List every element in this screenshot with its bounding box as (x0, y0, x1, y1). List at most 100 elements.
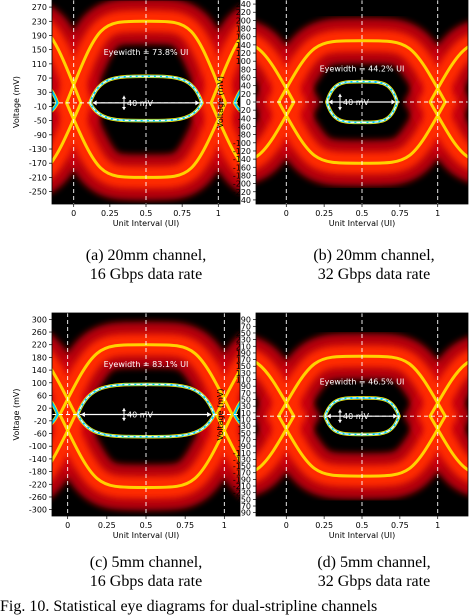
y-tick-label: -20 (238, 106, 251, 115)
y-tick-label: -120 (233, 147, 251, 156)
y-axis-label: Voltage (mV) (12, 76, 21, 128)
y-tick-label: -50 (34, 117, 47, 126)
y-tick-label: 150 (236, 362, 251, 371)
y-tick-label: 140 (32, 366, 47, 375)
eye-height-arrow-heads (122, 408, 126, 421)
eye-opening (52, 88, 60, 113)
y-tick-label: 160 (236, 33, 251, 42)
y-tick-label: 30 (37, 88, 47, 97)
arrow-head-left (328, 99, 333, 105)
caption-d: (d) 5mm channel, 32 Gbps data rate (284, 553, 464, 591)
eye-height-label: 40 mV (343, 98, 370, 107)
y-tick-label: -220 (29, 480, 47, 489)
y-tick-label: 100 (32, 379, 47, 388)
y-tick-label: 180 (236, 25, 251, 34)
y-tick-label: 270 (236, 322, 251, 331)
y-tick-label: -170 (29, 159, 47, 168)
eye-opening (52, 399, 60, 426)
y-tick-label: -80 (238, 131, 251, 140)
eye-height-label: 40 mV (127, 411, 154, 420)
arrow-head-right (195, 100, 200, 106)
x-tick-label: 0.5 (356, 521, 369, 530)
y-tick-label: -230 (233, 489, 251, 498)
y-tick-label: -190 (233, 475, 251, 484)
y-tick-label: -220 (233, 188, 251, 197)
y-tick-label: -10 (34, 102, 47, 111)
x-tick-label: 0.5 (356, 209, 369, 218)
x-tick-label: 0.25 (315, 209, 333, 218)
y-tick-label: -140 (233, 155, 251, 164)
x-tick-label: 0.25 (315, 521, 333, 530)
x-tick-label: 1 (435, 209, 440, 218)
arrow-head-right (207, 412, 212, 417)
y-tick-label: 90 (241, 382, 251, 391)
x-tick-label: 0 (71, 209, 76, 218)
y-tick-label: -60 (238, 122, 251, 131)
y-tick-label: 190 (32, 31, 47, 40)
y-tick-label: -210 (29, 173, 47, 182)
eyewidth-label: Eyewidth = 44.2% UI (320, 64, 405, 73)
eye-height-arrow-heads (122, 95, 126, 110)
y-tick-label: 180 (32, 353, 47, 362)
y-tick-label: 60 (37, 391, 47, 400)
x-tick-label: 1 (222, 521, 227, 530)
y-tick-label: -270 (233, 502, 251, 511)
caption-a-line2: 16 Gbps data rate (89, 266, 203, 283)
y-tick-label: 170 (236, 356, 251, 365)
arrow-head-left (92, 100, 97, 106)
y-tick-label: -40 (238, 114, 251, 123)
y-tick-label: -180 (233, 171, 251, 180)
eye-panel-c: 40 mV Eyewidth = 83.1% UI 300 260 220 180 140 1… (12, 312, 241, 540)
caption-c-line2: 16 Gbps data rate (89, 573, 203, 590)
y-tick-label: 110 (236, 376, 251, 385)
y-tick-label: 260 (32, 328, 47, 337)
y-tick-label: 20 (241, 90, 251, 99)
x-axis-label: Unit Interval (UI) (113, 219, 179, 228)
y-tick-label: -100 (233, 139, 251, 148)
y-tick-label: 130 (236, 369, 251, 378)
y-tick-label: 10 (241, 409, 251, 418)
x-tick-label: 0 (284, 209, 289, 218)
caption-c: (c) 5mm channel, 16 Gbps data rate (56, 553, 236, 591)
caption-d-line1: (d) 5mm channel, (317, 554, 431, 571)
y-tick-label: -130 (233, 455, 251, 464)
y-tick-label: 300 (32, 315, 47, 324)
y-tick-label: 270 (32, 3, 47, 12)
y-tick-label: -250 (29, 188, 47, 197)
y-tick-label: -200 (233, 180, 251, 189)
caption-a-line1: (a) 20mm channel, (85, 247, 207, 264)
arrow-head-left (80, 412, 85, 417)
y-tick-label: -250 (233, 495, 251, 504)
y-tick-label: -130 (29, 145, 47, 154)
y-tick-label: 0 (246, 98, 251, 107)
y-tick-label: -150 (233, 462, 251, 471)
arrow-head-right (391, 99, 396, 105)
y-tick-label: -260 (29, 493, 47, 502)
y-tick-label: -140 (29, 455, 47, 464)
eyewidth-label: Eyewidth = 46.5% UI (320, 378, 405, 387)
eye-opening-edge (52, 401, 59, 425)
y-tick-label: -30 (238, 422, 251, 431)
eye-trace-edge (58, 343, 234, 489)
x-tick-label: 0.75 (173, 209, 191, 218)
y-tick-label: -50 (238, 429, 251, 438)
x-tick-label: 1 (216, 209, 221, 218)
y-tick-label: -100 (29, 442, 47, 451)
y-tick-label: -110 (233, 449, 251, 458)
y-tick-label: 70 (241, 389, 251, 398)
y-tick-label: 120 (236, 49, 251, 58)
y-axis-label: Voltage (mV) (216, 76, 225, 128)
y-tick-label: -20 (34, 417, 47, 426)
y-tick-label: 230 (236, 336, 251, 345)
y-tick-label: 220 (32, 341, 47, 350)
eyewidth-label: Eyewidth = 83.1% UI (104, 360, 189, 369)
y-tick-label: 20 (37, 404, 47, 413)
y-axis-label: Voltage (mV) (12, 388, 21, 440)
y-tick-label: 80 (241, 65, 251, 74)
caption-b-line2: 32 Gbps data rate (317, 266, 431, 283)
y-tick-label: -170 (233, 469, 251, 478)
eye-height-label: 40 mV (127, 99, 154, 108)
